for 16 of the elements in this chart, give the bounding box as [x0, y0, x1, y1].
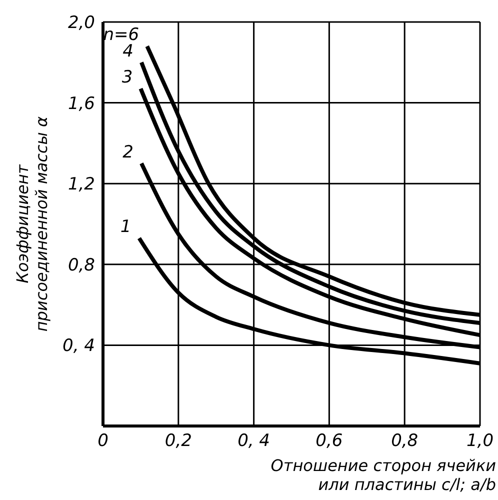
x-axis-title: Отношение сторон ячейки или пластины c/l; a/b — [270, 456, 496, 494]
y-tick-label: 1,6 — [68, 94, 96, 114]
y-tick-label: 2,0 — [68, 13, 95, 34]
x-tick-label: 1,0 — [466, 431, 494, 452]
y-tick-label: 0, 4 — [62, 336, 95, 356]
x-tick-label: 0,2 — [164, 431, 192, 452]
y-tick-label: 0,8 — [68, 255, 96, 276]
y-tick-label: 1,2 — [68, 174, 95, 195]
series-label: 2 — [122, 142, 134, 162]
x-tick-label: 0 — [98, 431, 108, 452]
x-tick-label: 0,8 — [391, 431, 418, 452]
x-tick-label: 0, 4 — [238, 431, 270, 452]
y-axis-title: Коэффициент присоединенной массы α — [13, 116, 51, 332]
x-tick-label: 0,6 — [316, 431, 343, 452]
series-label: 3 — [122, 68, 133, 88]
series-label: 1 — [120, 217, 132, 238]
